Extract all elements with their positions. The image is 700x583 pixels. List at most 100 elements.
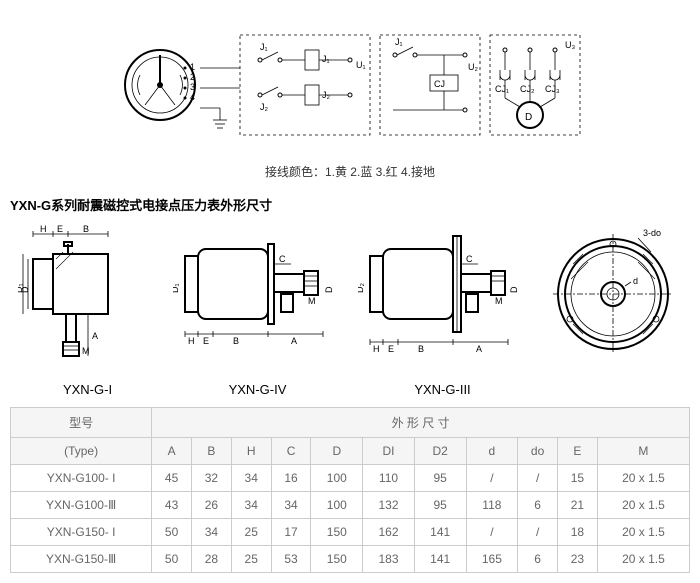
cell-value: 15: [558, 465, 598, 492]
svg-text:E: E: [203, 336, 209, 346]
cell-value: 43: [152, 492, 192, 519]
svg-text:B: B: [233, 336, 239, 346]
svg-text:E: E: [388, 344, 394, 354]
col-M: M: [597, 438, 689, 465]
drawing-label-4: [543, 382, 683, 397]
label-d: D: [525, 112, 532, 123]
drawing-label-1: YXN-G-I: [18, 382, 158, 397]
cell-value: 53: [271, 546, 311, 573]
drawing-label-2: YXN-G-IV: [173, 382, 343, 397]
label-j1: J₁: [260, 42, 268, 52]
svg-text:H: H: [188, 336, 195, 346]
svg-text:A: A: [476, 344, 482, 354]
cell-value: 28: [192, 546, 232, 573]
cell-value: 34: [271, 492, 311, 519]
svg-text:A: A: [92, 331, 98, 341]
cell-value: /: [518, 465, 558, 492]
cell-value: 50: [152, 546, 192, 573]
dimension-table: 型号 外 形 尺 寸 (Type) A B H C D DI D2 d do E…: [10, 407, 690, 573]
table-row: YXN-G100- I4532341610011095//1520 x 1.5: [11, 465, 690, 492]
col-d: d: [466, 438, 518, 465]
col-DI: DI: [363, 438, 415, 465]
label-cj: CJ: [434, 79, 445, 89]
label-j1b: J₁: [395, 37, 403, 47]
svg-text:M: M: [308, 296, 316, 306]
header-dims: 外 形 尺 寸: [152, 408, 690, 438]
col-E: E: [558, 438, 598, 465]
svg-text:2: 2: [190, 72, 195, 82]
cell-value: 118: [466, 492, 518, 519]
col-C: C: [271, 438, 311, 465]
col-D: D: [311, 438, 363, 465]
svg-text:d: d: [633, 276, 638, 286]
svg-text:D: D: [20, 286, 30, 293]
svg-text:B: B: [83, 224, 89, 234]
cell-value: 95: [414, 492, 466, 519]
cell-type: YXN-G150- I: [11, 519, 152, 546]
svg-text:B: B: [418, 344, 424, 354]
drawing-yxn-g-iv: M D₁ D C H E B A YXN-G-IV: [173, 224, 343, 397]
drawing-yxn-g-iii-side: M D₂ D C H E B A YXN-G-III: [358, 224, 528, 397]
header-model: 型号: [11, 408, 152, 438]
cell-value: 110: [363, 465, 415, 492]
col-A: A: [152, 438, 192, 465]
svg-text:D: D: [324, 286, 334, 293]
drawing-yxn-g-i: H E B D₁ D M A YXN-G-I: [18, 224, 158, 397]
svg-text:C: C: [279, 254, 286, 264]
cell-value: 21: [558, 492, 598, 519]
col-B: B: [192, 438, 232, 465]
cell-type: YXN-G100- I: [11, 465, 152, 492]
cell-value: 150: [311, 546, 363, 573]
label-cj1: CJ₁: [495, 84, 509, 94]
cell-value: 141: [414, 546, 466, 573]
cell-value: 25: [231, 546, 271, 573]
cell-value: 17: [271, 519, 311, 546]
cell-value: 25: [231, 519, 271, 546]
svg-text:H: H: [373, 344, 380, 354]
svg-text:E: E: [57, 224, 63, 234]
cell-value: 6: [518, 492, 558, 519]
cell-value: 20 x 1.5: [597, 546, 689, 573]
cell-value: 100: [311, 465, 363, 492]
cell-value: 34: [231, 465, 271, 492]
cell-value: 32: [192, 465, 232, 492]
label-cj2: CJ₂: [520, 84, 535, 94]
cell-value: 150: [311, 519, 363, 546]
cell-value: 50: [152, 519, 192, 546]
cell-value: 23: [558, 546, 598, 573]
cell-value: /: [466, 465, 518, 492]
cell-value: /: [466, 519, 518, 546]
cell-value: 165: [466, 546, 518, 573]
cell-value: /: [518, 519, 558, 546]
table-row: YXN-G150-Ⅲ5028255315018314116562320 x 1.…: [11, 546, 690, 573]
label-u1: U₁: [356, 60, 366, 70]
cell-value: 34: [192, 519, 232, 546]
svg-text:D₁: D₁: [173, 283, 180, 293]
col-D2: D2: [414, 438, 466, 465]
header-type: (Type): [11, 438, 152, 465]
cell-value: 20 x 1.5: [597, 465, 689, 492]
col-H: H: [231, 438, 271, 465]
table-row: YXN-G100-Ⅲ432634341001329511862120 x 1.5: [11, 492, 690, 519]
cell-value: 6: [518, 546, 558, 573]
col-do: do: [518, 438, 558, 465]
cell-type: YXN-G150-Ⅲ: [11, 546, 152, 573]
cell-value: 18: [558, 519, 598, 546]
svg-text:1: 1: [190, 62, 195, 72]
cell-value: 141: [414, 519, 466, 546]
circuit-diagram: 1 2 3 4 J₁ J₂ J₁ J₂ U₁: [10, 20, 690, 153]
label-u3: U₃: [565, 40, 575, 50]
svg-text:H: H: [40, 224, 47, 234]
cell-value: 34: [231, 492, 271, 519]
face-hole-label: 3-do: [643, 228, 661, 238]
circuit-svg: 1 2 3 4 J₁ J₂ J₁ J₂ U₁: [110, 20, 590, 150]
svg-text:C: C: [466, 254, 473, 264]
svg-text:M: M: [495, 296, 503, 306]
cell-value: 100: [311, 492, 363, 519]
cell-value: 95: [414, 465, 466, 492]
circuit-caption: 接线颜色：1.黄 2.蓝 3.红 4.接地: [10, 163, 690, 180]
svg-text:3: 3: [190, 82, 195, 92]
cell-value: 45: [152, 465, 192, 492]
cell-value: 20 x 1.5: [597, 492, 689, 519]
svg-text:4: 4: [190, 92, 195, 102]
